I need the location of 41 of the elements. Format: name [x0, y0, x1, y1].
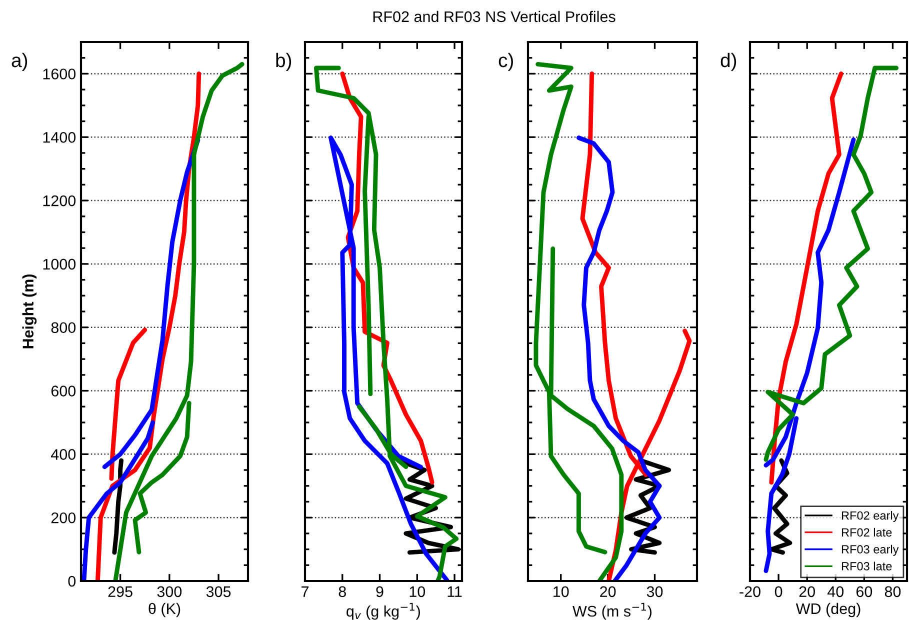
x-tick-label: 11: [448, 586, 462, 597]
y-tick-label: 1400: [43, 132, 76, 143]
y-tick-label: 800: [51, 322, 76, 334]
legend-label: RF03 early: [842, 544, 899, 556]
legend-label: RF02 late: [842, 528, 892, 537]
y-tick-label: 400: [51, 449, 76, 460]
y-tick-label: 0: [68, 576, 76, 587]
x-axis-title: θ (K): [148, 602, 180, 618]
x-tick-label: 20: [600, 586, 616, 598]
x-tick-label: 300: [157, 586, 182, 598]
x-axis-title: q$_{v}$ (g kg$^{−1}$): [346, 602, 420, 620]
x-tick-label: 0: [774, 586, 782, 598]
text: a): [12, 52, 28, 72]
x-axis-title: WD (deg): [796, 602, 860, 618]
x-tick-label: 295: [108, 586, 132, 598]
y-tick-label: 600: [51, 386, 76, 396]
y-tick-label: 1600: [43, 68, 76, 80]
x-tick-label: 30: [646, 586, 663, 598]
y-tick-label: 200: [51, 512, 76, 524]
x-tick-label: 305: [206, 586, 231, 598]
x-tick-label: 40: [827, 586, 844, 598]
x-tick-label: 80: [884, 586, 901, 598]
y-axis-title: Height (m): [22, 274, 37, 348]
x-tick-label: 10: [554, 586, 569, 598]
x-axis-title: WS (m s$^{−1}$): [572, 602, 652, 620]
x-tick-label: 20: [799, 586, 815, 598]
x-tick-label: 8: [338, 586, 346, 598]
legend-label: RF03 late: [842, 562, 892, 570]
text: c): [498, 52, 513, 72]
x-tick-label: 60: [856, 586, 872, 598]
text: RF02 and RF03 NS Vertical Profiles: [373, 10, 616, 22]
legend-label: RF02 early: [842, 511, 899, 522]
text: b): [276, 52, 292, 72]
line-series: [112, 458, 124, 555]
y-tick-label: 1200: [43, 195, 76, 206]
text: d): [720, 52, 736, 72]
x-tick-label: 9: [376, 586, 384, 598]
x-tick-label: -20: [740, 586, 760, 598]
x-tick-label: 7: [302, 586, 308, 597]
x-tick-label: 10: [410, 586, 426, 598]
y-tick-label: 1000: [43, 258, 76, 270]
